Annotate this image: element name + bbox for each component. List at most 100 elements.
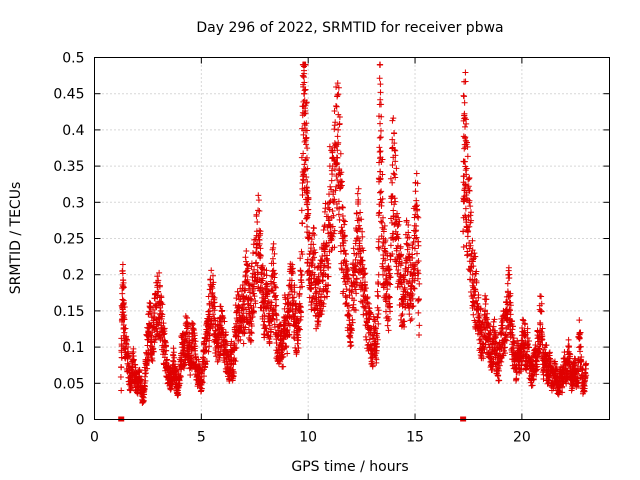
data-point bbox=[533, 367, 540, 374]
data-point bbox=[120, 284, 127, 291]
data-point bbox=[299, 220, 306, 227]
data-point bbox=[410, 302, 417, 309]
data-point bbox=[353, 210, 360, 217]
data-point bbox=[303, 184, 310, 191]
data-point bbox=[507, 307, 514, 314]
data-point bbox=[305, 210, 312, 217]
data-point bbox=[502, 350, 509, 357]
data-point bbox=[567, 351, 574, 358]
data-point bbox=[522, 321, 529, 328]
data-point bbox=[206, 307, 213, 314]
data-point bbox=[379, 195, 386, 202]
data-point bbox=[412, 272, 419, 279]
data-point bbox=[370, 335, 377, 342]
data-point bbox=[295, 334, 302, 341]
y-tick-label: 0 bbox=[76, 413, 85, 429]
data-point bbox=[334, 92, 341, 99]
data-point bbox=[304, 127, 311, 134]
data-point bbox=[357, 225, 364, 232]
data-point bbox=[374, 334, 381, 341]
data-point bbox=[156, 282, 163, 289]
data-point bbox=[314, 302, 321, 309]
data-point bbox=[362, 285, 369, 292]
data-point bbox=[235, 333, 242, 340]
data-point bbox=[470, 311, 477, 318]
data-point bbox=[524, 348, 531, 355]
data-point bbox=[404, 246, 411, 253]
data-point bbox=[300, 131, 307, 138]
data-point bbox=[303, 141, 310, 148]
data-point bbox=[329, 163, 336, 170]
data-point bbox=[377, 120, 384, 127]
x-tick-label: 5 bbox=[197, 430, 206, 446]
data-point bbox=[372, 318, 379, 325]
data-point bbox=[246, 282, 253, 289]
data-point bbox=[206, 332, 213, 339]
data-point bbox=[158, 310, 165, 317]
axis-ticks: 0 0.05 0.1 0.15 0.2 0.25 0.3 0.35 0.4 0.45 0.5 0 5 10… bbox=[53, 51, 610, 446]
data-point bbox=[467, 203, 474, 210]
data-point bbox=[323, 293, 330, 300]
data-point bbox=[387, 242, 394, 249]
data-point bbox=[536, 345, 543, 352]
data-point bbox=[309, 255, 316, 262]
data-point bbox=[302, 86, 309, 93]
data-point bbox=[468, 209, 475, 216]
data-point bbox=[273, 302, 280, 309]
data-point bbox=[339, 204, 346, 211]
data-point bbox=[239, 282, 246, 289]
data-point bbox=[302, 110, 309, 117]
data-point bbox=[381, 222, 388, 229]
data-point bbox=[242, 272, 249, 279]
data-point bbox=[383, 290, 390, 297]
data-point bbox=[213, 353, 220, 360]
data-point bbox=[379, 171, 386, 178]
data-point bbox=[496, 377, 503, 384]
data-point bbox=[379, 156, 386, 163]
data-point bbox=[170, 357, 177, 364]
data-point bbox=[386, 294, 393, 301]
data-point bbox=[472, 286, 479, 293]
data-point bbox=[350, 272, 357, 279]
data-point bbox=[121, 303, 128, 310]
data-point bbox=[212, 317, 219, 324]
data-point bbox=[386, 280, 393, 287]
data-point bbox=[298, 207, 305, 214]
y-tick-label: 0.45 bbox=[53, 87, 84, 103]
data-point bbox=[413, 197, 420, 204]
data-point bbox=[323, 287, 330, 294]
data-point bbox=[339, 178, 346, 185]
data-point bbox=[303, 174, 310, 181]
data-point bbox=[352, 307, 359, 314]
data-point bbox=[140, 397, 147, 404]
x-axis-label: GPS time / hours bbox=[291, 459, 408, 475]
data-point bbox=[487, 331, 494, 338]
data-point bbox=[280, 340, 287, 347]
data-point bbox=[416, 322, 423, 329]
data-point bbox=[250, 290, 257, 297]
data-point bbox=[394, 223, 401, 230]
data-point bbox=[583, 372, 590, 379]
data-point bbox=[498, 330, 505, 337]
data-point bbox=[188, 355, 195, 362]
data-point bbox=[391, 140, 398, 147]
data-point bbox=[248, 330, 255, 337]
data-point bbox=[255, 192, 262, 199]
data-point bbox=[526, 344, 533, 351]
data-point bbox=[253, 278, 260, 285]
data-point bbox=[334, 176, 341, 183]
data-point bbox=[345, 275, 352, 282]
data-point bbox=[472, 253, 479, 260]
data-point bbox=[353, 290, 360, 297]
data-point bbox=[271, 250, 278, 257]
data-point bbox=[232, 358, 239, 365]
data-point bbox=[340, 217, 347, 224]
data-point bbox=[331, 227, 338, 234]
data-point bbox=[464, 143, 471, 150]
data-point bbox=[348, 342, 355, 349]
data-point bbox=[248, 329, 255, 336]
data-point bbox=[392, 152, 399, 159]
data-point bbox=[330, 230, 337, 237]
data-point bbox=[154, 273, 161, 280]
data-point bbox=[364, 294, 371, 301]
